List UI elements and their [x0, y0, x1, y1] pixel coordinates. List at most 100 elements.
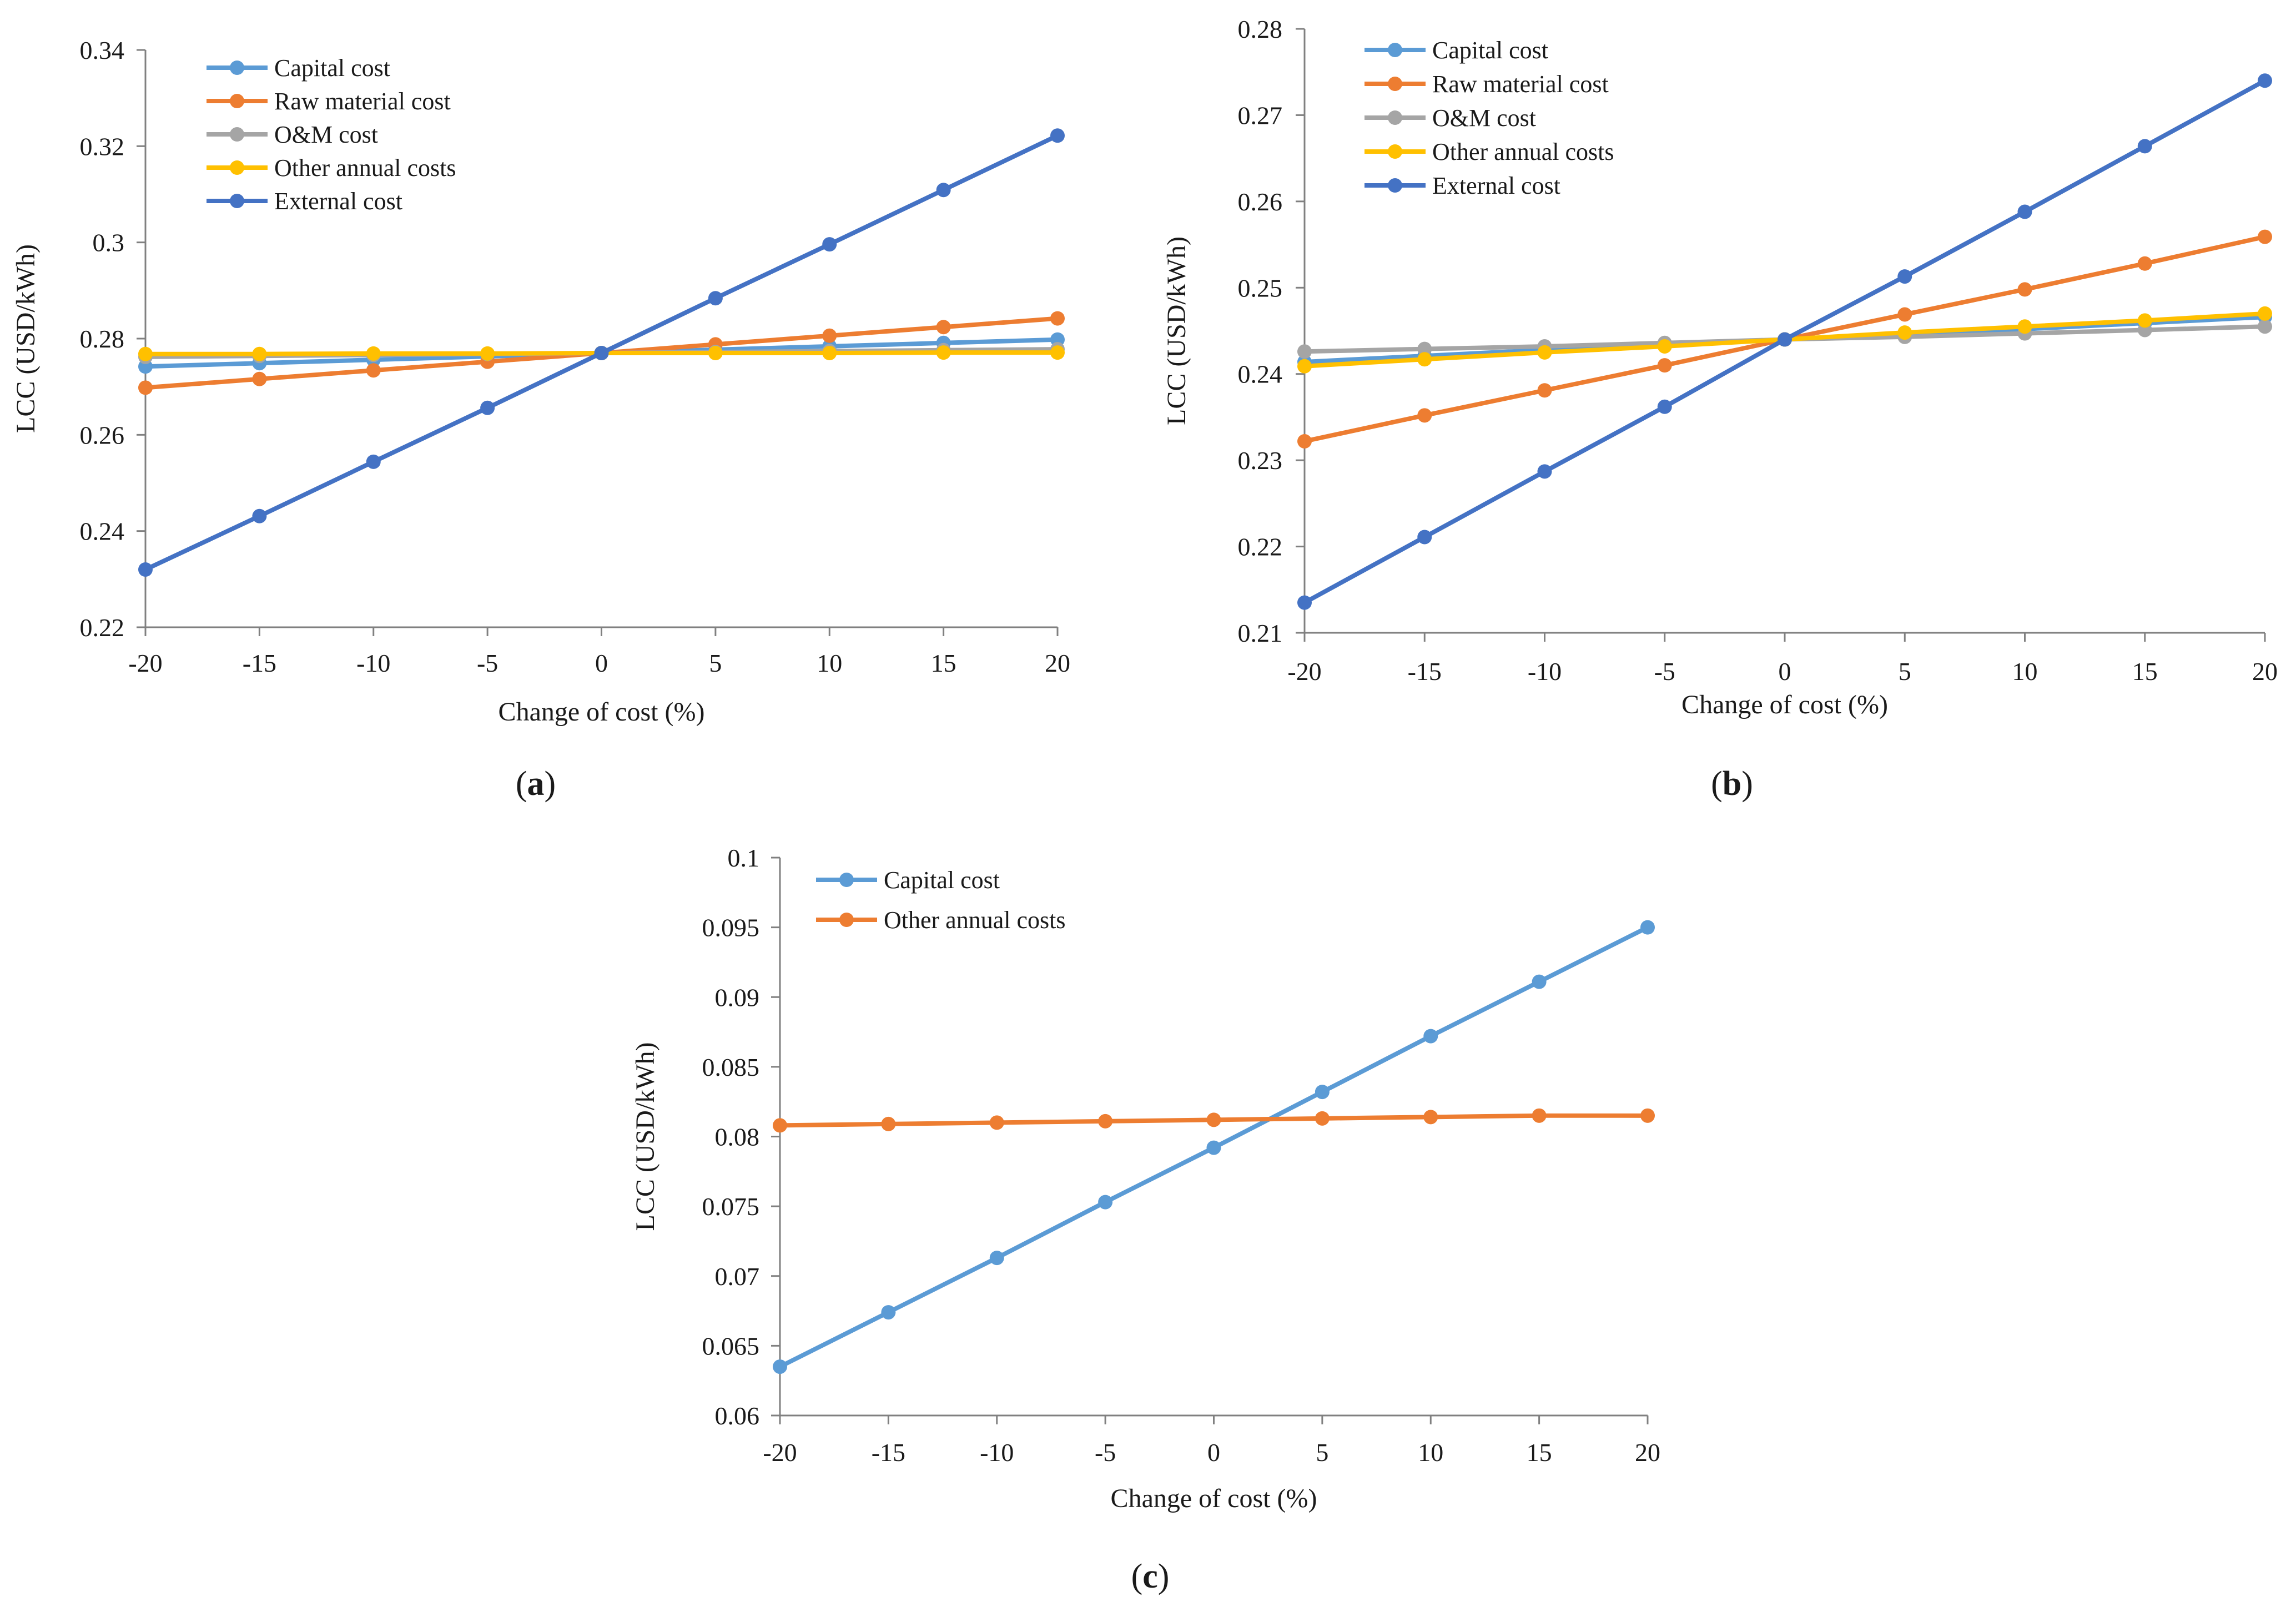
- data-point: [480, 346, 495, 361]
- y-tick-label: 0.32: [80, 132, 125, 160]
- x-tick-label: 0: [595, 649, 608, 677]
- y-tick-label: 0.26: [1238, 188, 1283, 216]
- data-point: [1050, 345, 1065, 360]
- data-point: [594, 346, 609, 360]
- data-point: [1297, 595, 1312, 610]
- legend-swatch-marker: [230, 127, 244, 142]
- data-point: [1417, 530, 1432, 545]
- y-tick-label: 0.075: [702, 1192, 760, 1221]
- data-point: [2017, 319, 2032, 334]
- y-tick-label: 0.07: [715, 1262, 760, 1291]
- y-axis-title: LCC (USD/kWh): [1162, 236, 1191, 425]
- data-point: [1537, 345, 1552, 360]
- legend-swatch-marker: [1388, 110, 1402, 125]
- x-axis-title: Change of cost (%): [1111, 1484, 1317, 1513]
- x-tick-label: -5: [477, 649, 498, 677]
- chart-panel-a: 0.22 0.24 0.26 0.28 0.3 0.32 0.34 -20 -15 -10 -5 0 5…: [11, 36, 1070, 803]
- data-point: [822, 328, 837, 343]
- y-tick-label: 0.28: [80, 325, 125, 353]
- panel-label-letter: a: [527, 765, 545, 803]
- data-point: [1897, 307, 1912, 322]
- data-point: [1050, 311, 1065, 326]
- data-point: [773, 1359, 787, 1374]
- panel-label: (c): [1131, 1558, 1170, 1595]
- data-point: [1423, 1029, 1438, 1044]
- legend-swatch-marker: [1388, 178, 1402, 193]
- data-point: [1297, 344, 1312, 359]
- data-point: [936, 183, 951, 198]
- y-tick-label: 0.27: [1238, 101, 1283, 129]
- x-tick-label: 10: [1418, 1438, 1443, 1467]
- legend-entry-label: Capital cost: [274, 54, 390, 82]
- chart-panel-b: 0.21 0.22 0.23 0.24 0.25 0.26 0.27 0.28 -20 -15 -1…: [1162, 15, 2278, 803]
- data-point: [1315, 1111, 1330, 1126]
- data-point: [138, 380, 153, 395]
- data-point: [822, 346, 837, 360]
- data-point: [1417, 341, 1432, 356]
- data-point: [1657, 358, 1672, 373]
- data-point: [936, 345, 951, 360]
- data-point: [1537, 383, 1552, 398]
- data-point: [2017, 282, 2032, 297]
- legend-entry-label: Other annual costs: [884, 906, 1065, 934]
- data-point: [1315, 1085, 1330, 1100]
- x-axis-title: Change of cost (%): [1681, 690, 1888, 719]
- x-tick-label: 5: [709, 649, 722, 677]
- data-point: [252, 508, 267, 523]
- x-tick-label: 5: [1316, 1438, 1328, 1467]
- panel-label-close: ): [1741, 765, 1753, 803]
- data-point: [252, 371, 267, 386]
- legend-swatch-marker: [1388, 77, 1402, 91]
- legend-entry-label: O&M cost: [1432, 104, 1536, 132]
- panel-label-open: (: [516, 765, 527, 803]
- data-point: [881, 1116, 896, 1131]
- data-point: [989, 1115, 1004, 1130]
- panel-label-letter: c: [1142, 1558, 1158, 1595]
- data-point: [1206, 1140, 1221, 1155]
- x-tick-label: 10: [2012, 657, 2038, 686]
- data-point: [1640, 920, 1655, 935]
- y-tick-label: 0.21: [1238, 619, 1283, 647]
- data-point: [1417, 408, 1432, 423]
- panel-label-open: (: [1131, 1558, 1143, 1595]
- panel-label-open: (: [1711, 765, 1723, 803]
- data-point: [1532, 1108, 1547, 1123]
- legend-entry-label: External cost: [1432, 172, 1560, 199]
- data-point: [252, 346, 267, 361]
- y-axis-title: LCC (USD/kWh): [11, 244, 41, 433]
- y-tick-label: 0.06: [715, 1402, 760, 1430]
- data-point: [138, 562, 153, 577]
- y-tick-label: 0.24: [80, 517, 125, 546]
- x-tick-label: -10: [356, 649, 390, 677]
- data-point: [1897, 325, 1912, 340]
- panel-label-close: ): [1158, 1558, 1170, 1595]
- legend-swatch-marker: [230, 194, 244, 208]
- x-tick-label: -5: [1654, 657, 1675, 686]
- x-axis-title: Change of cost (%): [499, 697, 705, 727]
- data-point: [773, 1118, 787, 1133]
- data-point: [881, 1305, 896, 1320]
- legend-swatch-marker: [230, 94, 244, 108]
- legend-swatch-marker: [230, 61, 244, 75]
- data-point: [2258, 319, 2272, 334]
- data-point: [1657, 399, 1672, 414]
- x-tick-label: 15: [931, 649, 956, 677]
- data-point: [989, 1251, 1004, 1266]
- legend-swatch-marker: [839, 913, 854, 927]
- legend-entry-label: Other annual costs: [274, 154, 456, 182]
- x-tick-label: -15: [243, 649, 276, 677]
- x-tick-label: 20: [1635, 1438, 1660, 1467]
- data-point: [1098, 1195, 1113, 1210]
- x-tick-label: -10: [1528, 657, 1562, 686]
- legend-entry-label: Capital cost: [884, 867, 1000, 894]
- panel-label: (b): [1711, 765, 1753, 803]
- x-tick-label: 5: [1899, 657, 1911, 686]
- x-tick-label: 0: [1779, 657, 1791, 686]
- legend-swatch-marker: [1388, 43, 1402, 57]
- y-tick-label: 0.23: [1238, 446, 1283, 475]
- legend: Capital cost Raw material cost O&M cost Oth…: [207, 54, 456, 215]
- y-tick-label: 0.26: [80, 421, 125, 449]
- y-tick-label: 0.22: [1238, 533, 1283, 561]
- x-tick-label: -20: [1287, 657, 1321, 686]
- data-point: [708, 291, 723, 306]
